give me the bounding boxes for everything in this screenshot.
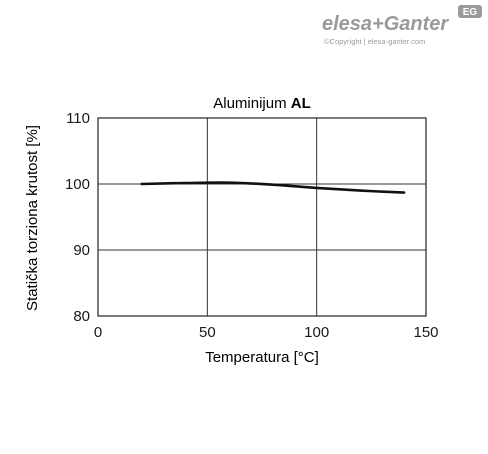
brand-copyright: ©Copyright | elesa-ganter.com (324, 37, 425, 46)
y-tick-label: 90 (73, 242, 90, 259)
chart-title: Aluminijum AL (213, 95, 311, 112)
x-axis-label: Temperatura [°C] (205, 349, 319, 366)
y-axis-label: Statička torziona krutost [%] (24, 125, 41, 311)
plot-frame (97, 117, 427, 317)
x-tick-label: 50 (199, 324, 216, 341)
plot-area: 0 50 100 150 80 90 100 110 (65, 110, 439, 341)
brand-logo-text: elesa+Ganter (322, 13, 449, 35)
x-tick-label: 150 (413, 324, 438, 341)
eg-badge: EG (458, 5, 482, 18)
eg-badge-text: EG (463, 7, 478, 18)
x-tick-label: 0 (94, 324, 102, 341)
x-tick-label: 100 (304, 324, 329, 341)
chart-title-bold: AL (291, 95, 311, 112)
y-tick-label: 80 (73, 308, 90, 325)
y-tick-label: 110 (66, 110, 90, 127)
data-line (140, 181, 406, 194)
y-tick-label: 100 (65, 176, 90, 193)
chart-title-regular: Aluminijum (213, 95, 291, 112)
elesa-ganter-logo: elesa+Ganter EG ©Copyright | elesa-gante… (322, 5, 482, 46)
